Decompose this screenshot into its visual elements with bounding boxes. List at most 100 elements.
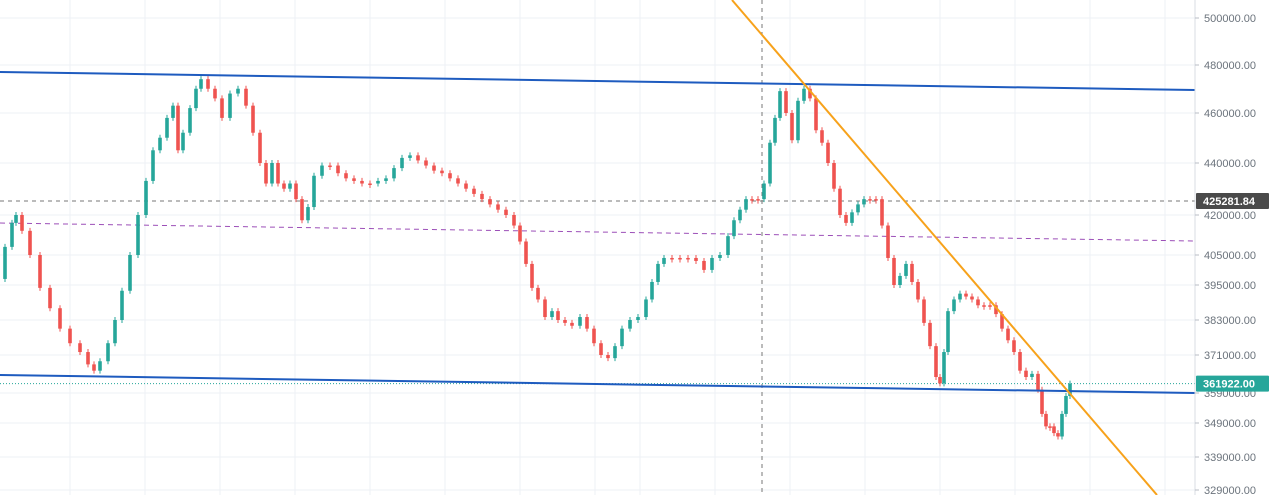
candle-body xyxy=(922,299,926,323)
candle-body xyxy=(744,199,748,210)
candle-body xyxy=(1036,373,1040,390)
candle-body xyxy=(898,275,902,285)
candle-body xyxy=(113,320,117,344)
candle-body xyxy=(120,290,124,320)
candle-body xyxy=(464,183,468,189)
candle-body xyxy=(762,183,766,200)
candle-body xyxy=(578,317,582,326)
candle-body xyxy=(844,215,848,223)
candle-body xyxy=(886,225,890,258)
candle-body xyxy=(48,287,52,309)
candle-body xyxy=(352,178,356,181)
candle-body xyxy=(994,305,998,315)
candle-body xyxy=(376,180,380,184)
price-label-text: 361922.00 xyxy=(1203,379,1255,391)
candle-body xyxy=(592,328,596,344)
channel-upper-line[interactable] xyxy=(0,71,1196,91)
candle-body xyxy=(982,305,986,307)
candle-body xyxy=(106,343,110,362)
candle-body xyxy=(874,199,878,201)
candle-body xyxy=(1030,373,1034,378)
candle-body xyxy=(512,215,516,226)
candle-body xyxy=(543,299,547,318)
price-tick-label: 329000.00 xyxy=(1204,485,1256,495)
candle-body xyxy=(136,215,140,255)
candle-body xyxy=(432,165,436,171)
candle-body xyxy=(988,305,992,307)
candle-body xyxy=(1044,413,1048,427)
candle-body xyxy=(976,299,980,306)
candle-body xyxy=(98,361,102,371)
candle-body xyxy=(276,163,280,184)
candle-body xyxy=(686,257,690,260)
candle-body xyxy=(718,255,722,258)
candle-body xyxy=(151,150,155,181)
candle-body xyxy=(1052,426,1056,434)
candle-body xyxy=(480,193,484,200)
channel-lower-line[interactable] xyxy=(0,374,1196,394)
candle-body xyxy=(92,364,96,371)
candle-body xyxy=(384,178,388,181)
candle-body xyxy=(732,220,736,237)
candle-body xyxy=(328,165,332,168)
candle-body xyxy=(264,163,268,184)
candle-body xyxy=(784,91,788,113)
candle-body xyxy=(416,155,420,161)
candle-body xyxy=(778,91,782,118)
price-tick-label: 339000.00 xyxy=(1204,452,1256,464)
candle-body xyxy=(496,204,500,210)
candle-body xyxy=(176,105,180,151)
price-axis[interactable]: 500000.00 480000.00 460000.00 440000.00 4200… xyxy=(1194,0,1271,497)
candle-body xyxy=(86,352,90,365)
candle-body xyxy=(613,346,617,359)
candle-body xyxy=(802,88,806,101)
candle-body xyxy=(128,255,132,291)
candle-body xyxy=(862,199,866,205)
candle-body xyxy=(306,207,310,221)
candle-body xyxy=(400,157,404,169)
descending-trendline[interactable] xyxy=(731,0,1158,496)
candle-body xyxy=(702,260,706,270)
candle-body xyxy=(1018,352,1022,371)
candle-body xyxy=(868,199,872,201)
candle-body xyxy=(910,263,914,282)
price-tick-label: 480000.00 xyxy=(1204,60,1256,72)
candle-body xyxy=(488,199,492,205)
candle-body xyxy=(1006,328,1010,341)
candle-body xyxy=(1056,433,1060,437)
candle-body xyxy=(856,204,860,213)
candle-body xyxy=(838,188,842,215)
candle-body xyxy=(570,322,574,326)
candle-body xyxy=(228,93,232,118)
candle-body xyxy=(236,88,240,94)
candle-body xyxy=(38,255,42,288)
candle-body xyxy=(10,222,14,247)
candle-body xyxy=(472,188,476,194)
candle-body xyxy=(928,322,932,347)
candle-body xyxy=(606,355,610,359)
candle-body xyxy=(1064,395,1068,414)
candle-body xyxy=(826,142,830,163)
candle-body xyxy=(750,199,754,201)
candle-body xyxy=(710,257,714,270)
candle-body xyxy=(678,257,682,260)
candle-body xyxy=(1068,383,1072,396)
candle-body xyxy=(1024,370,1028,378)
candle-body xyxy=(213,88,217,99)
candle-body xyxy=(258,132,262,163)
candle-body xyxy=(536,287,540,300)
candle-body xyxy=(199,79,203,89)
trendlines[interactable] xyxy=(0,0,1196,496)
candle-body xyxy=(392,168,396,179)
candle-body xyxy=(556,311,560,320)
candle-body xyxy=(158,137,162,151)
candle-body xyxy=(1012,340,1016,353)
price-tick-label: 349000.00 xyxy=(1204,418,1256,430)
candle-body xyxy=(808,88,812,99)
candle-body xyxy=(773,117,777,143)
candle-body xyxy=(1060,413,1064,437)
candle-body xyxy=(796,100,800,141)
candle-body xyxy=(28,230,32,255)
